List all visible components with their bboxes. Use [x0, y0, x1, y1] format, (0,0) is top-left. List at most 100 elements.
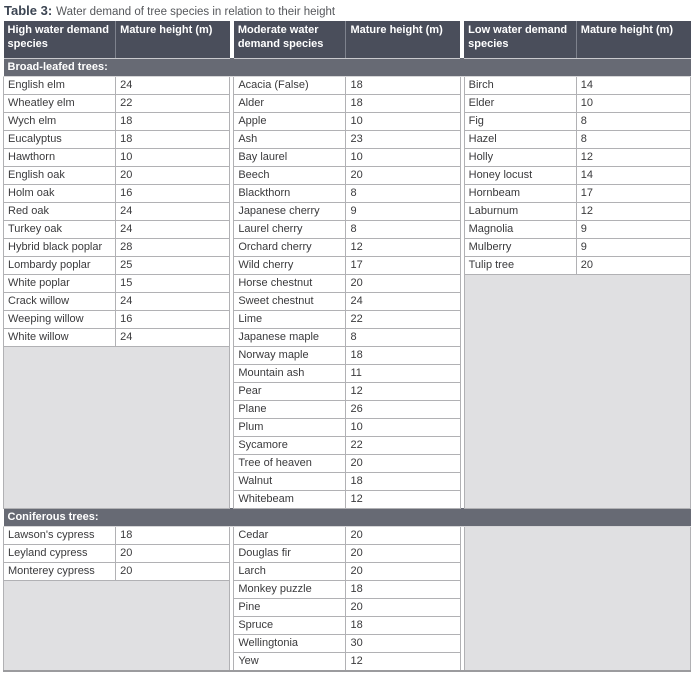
column-gutter — [229, 148, 234, 166]
table-row: Wellingtonia 30 — [4, 633, 691, 653]
height-cell: 22 — [345, 309, 461, 329]
height-cell: 16 — [115, 183, 231, 203]
height-cell: 18 — [345, 471, 461, 491]
column-gutter — [229, 76, 234, 94]
column-gutter — [460, 634, 465, 652]
species-cell: Laburnum — [463, 201, 577, 221]
species-cell: Turkey oak — [2, 219, 117, 239]
height-cell: 24 — [345, 291, 461, 311]
height-cell: 20 — [345, 273, 461, 293]
column-gutter — [229, 400, 234, 418]
column-gutter — [229, 616, 234, 634]
empty-cell — [2, 345, 231, 509]
column-gutter — [229, 292, 234, 310]
height-cell: 25 — [115, 255, 231, 275]
table-row: Spruce 18 — [4, 615, 691, 635]
column-gutter — [460, 616, 465, 634]
height-cell: 8 — [345, 327, 461, 347]
height-cell: 24 — [115, 201, 231, 221]
column-gutter — [229, 454, 234, 472]
height-cell: 9 — [575, 219, 692, 239]
table-row: Turkey oak 24 Laurel cherry 8 Magnolia 9 — [2, 219, 692, 239]
column-gutter — [229, 544, 234, 562]
column-gutter — [460, 436, 465, 454]
species-cell: Plane — [233, 399, 347, 419]
empty-cell — [463, 273, 692, 509]
species-cell: Eucalyptus — [2, 129, 117, 149]
column-gutter — [229, 472, 234, 490]
species-cell: Wellingtonia — [233, 633, 347, 653]
species-cell: Ash — [233, 129, 347, 149]
species-cell: Japanese cherry — [233, 201, 347, 221]
column-gutter — [229, 274, 234, 292]
height-cell: 10 — [345, 417, 461, 437]
column-gutter — [229, 21, 234, 58]
col-header-low-water-species: Low water demand species — [464, 21, 577, 59]
species-cell: Sycamore — [233, 435, 347, 455]
column-gutter — [229, 562, 234, 580]
table-row: Plum 10 — [4, 417, 691, 437]
table-body: Broad-leafed trees: English elm 24 Acacia (… — [2, 58, 692, 671]
species-cell: Mountain ash — [233, 363, 347, 383]
species-cell: Bay laurel — [233, 147, 347, 167]
column-gutter — [229, 346, 234, 364]
col-header-mature-height-2: Mature height (m) — [345, 21, 461, 59]
height-cell: 18 — [345, 75, 461, 95]
height-cell: 12 — [345, 381, 461, 401]
species-cell: Beech — [233, 165, 347, 185]
column-gutter — [460, 328, 465, 346]
column-gutter — [460, 652, 465, 671]
height-cell: 18 — [345, 93, 461, 113]
column-gutter — [460, 94, 465, 112]
height-cell: 20 — [345, 543, 461, 563]
species-cell: Hazel — [463, 129, 577, 149]
species-cell: Tree of heaven — [233, 453, 347, 473]
column-gutter — [229, 418, 234, 436]
species-cell: Lime — [233, 309, 347, 329]
height-cell: 20 — [115, 543, 231, 563]
species-cell: Spruce — [233, 615, 347, 635]
column-gutter — [229, 580, 234, 598]
table-row: Wych elm 18 Apple 10 Fig 8 — [2, 111, 692, 131]
height-cell: 20 — [345, 165, 461, 185]
table-row: English elm 24 Acacia (False) 18 Birch 14 — [2, 75, 692, 95]
column-gutter — [460, 220, 465, 238]
table-caption-label: Table 3: — [4, 3, 53, 18]
height-cell: 23 — [345, 129, 461, 149]
height-cell: 30 — [345, 633, 461, 653]
table-row: Yew 12 — [4, 651, 691, 671]
species-cell: Mulberry — [463, 237, 577, 257]
column-gutter — [460, 454, 465, 472]
column-gutter — [460, 544, 465, 562]
height-cell: 24 — [115, 327, 231, 347]
height-cell: 28 — [115, 237, 231, 257]
column-gutter — [460, 148, 465, 166]
height-cell: 17 — [575, 183, 692, 203]
table-row: Monkey puzzle 18 — [2, 579, 691, 671]
species-cell: Fig — [463, 111, 577, 131]
height-cell: 22 — [115, 93, 231, 113]
height-cell: 9 — [345, 201, 461, 221]
species-cell: Wheatley elm — [2, 93, 117, 113]
column-gutter — [229, 490, 234, 508]
section-label: Coniferous trees: — [3, 508, 691, 527]
column-gutter — [460, 526, 465, 544]
height-cell: 20 — [345, 525, 461, 545]
species-cell: Leyland cypress — [2, 543, 117, 563]
column-gutter — [229, 202, 234, 220]
species-cell: English oak — [2, 165, 117, 185]
table-row: Pear 12 — [4, 381, 691, 401]
column-gutter — [460, 400, 465, 418]
col-header-high-water-species: High water demand species — [3, 21, 116, 59]
column-gutter — [229, 238, 234, 256]
species-cell: Yew — [233, 651, 347, 671]
column-gutter — [229, 526, 234, 544]
column-gutter — [229, 598, 234, 616]
col-header-moderate-water-species: Moderate water demand species — [233, 21, 346, 59]
species-cell: Whitebeam — [233, 489, 347, 509]
column-gutter — [229, 652, 234, 671]
species-cell: Hornbeam — [463, 183, 577, 203]
species-cell: Pear — [233, 381, 347, 401]
height-cell: 12 — [345, 237, 461, 257]
